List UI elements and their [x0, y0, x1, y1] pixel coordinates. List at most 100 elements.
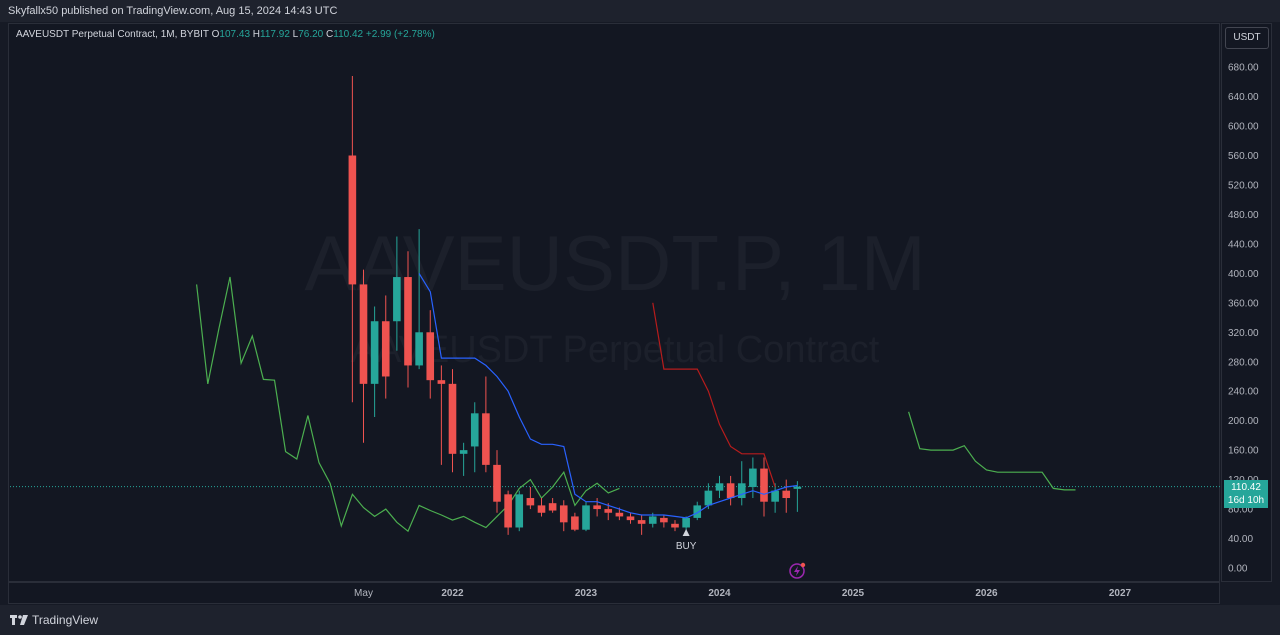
candle-body [526, 498, 535, 506]
candle [682, 516, 690, 532]
y-tick-label: 320.00 [1228, 328, 1259, 339]
candle [559, 500, 568, 532]
candle-body [437, 380, 446, 384]
blue-series-line [418, 273, 798, 519]
candle-body [604, 509, 613, 513]
legend-open: 107.43 [219, 29, 251, 40]
candle-body [693, 505, 702, 518]
y-tick-label: 640.00 [1228, 92, 1259, 103]
legend-symbol: AAVEUSDT Perpetual Contract, 1M, BYBIT [16, 29, 209, 40]
candle-body [537, 505, 546, 513]
candle-body [426, 332, 435, 381]
candle [626, 512, 635, 524]
candle-body [559, 505, 568, 523]
candle [660, 514, 668, 528]
blue-line-layer [418, 273, 798, 519]
y-tick-label: 600.00 [1228, 122, 1259, 133]
candle [426, 310, 435, 399]
y-tick-layer: 0.0040.0080.00120.00160.00200.00240.0028… [1228, 63, 1259, 575]
y-tick-label: 80.00 [1228, 505, 1253, 516]
chart-pane[interactable] [8, 23, 1220, 582]
candle-body [370, 321, 379, 384]
candle-body [615, 512, 624, 517]
candle [381, 295, 390, 399]
candle-layer [348, 75, 802, 535]
candle [760, 457, 768, 517]
brand-name: TradingView [32, 613, 99, 627]
candle-body [448, 383, 457, 454]
candle-body [504, 494, 512, 528]
y-tick-label: 160.00 [1228, 446, 1259, 457]
candle-body [459, 450, 468, 454]
tradingview-logo[interactable]: TradingView [10, 613, 98, 627]
candle-body [771, 490, 779, 502]
x-tick-label: 2022 [441, 588, 464, 599]
candle [459, 442, 468, 476]
candle [782, 479, 791, 513]
tradingview-logo-icon [10, 615, 28, 625]
candle-body [404, 277, 412, 366]
y-tick-label: 480.00 [1228, 210, 1259, 221]
y-tick-label: 280.00 [1228, 357, 1259, 368]
candle-body [515, 494, 524, 528]
legend-high: 117.92 [260, 29, 290, 40]
candle-body [648, 516, 657, 524]
green-line-layer [196, 276, 1076, 533]
candle-body [381, 321, 390, 377]
watermark-name: AAVEUSDT Perpetual Contract [351, 329, 880, 371]
x-tick-label: 2025 [842, 588, 865, 599]
candle [671, 520, 679, 532]
x-tick-label: 2024 [708, 588, 731, 599]
candle [470, 402, 479, 473]
candle-body [737, 483, 746, 499]
candle-body [704, 490, 713, 506]
lightning-icon[interactable] [789, 562, 806, 579]
y-tick-label: 400.00 [1228, 269, 1259, 280]
candle-body [660, 517, 668, 523]
candle-body [782, 490, 791, 499]
candle [393, 236, 401, 351]
candle [504, 490, 512, 535]
legend-low: 76.20 [298, 29, 324, 40]
candle-body [359, 284, 368, 384]
candle [515, 490, 524, 532]
published-text: Skyfallx50 published on TradingView.com,… [8, 5, 338, 17]
candle-body [571, 516, 579, 530]
candle [370, 306, 379, 417]
candle-body [415, 332, 423, 366]
candle-body [637, 520, 646, 524]
legend-open-label: O [211, 29, 220, 40]
last-price-label: 110.42 16d 10h [1224, 480, 1268, 508]
published-bar: Skyfallx50 published on TradingView.com,… [0, 0, 1280, 22]
candle-body [470, 413, 479, 447]
candle-body [760, 468, 768, 502]
red-series-line [652, 302, 776, 488]
y-tick-label: 560.00 [1228, 151, 1259, 162]
candle [737, 461, 746, 506]
candle [348, 75, 357, 403]
candle [526, 486, 535, 510]
bar-countdown: 16d 10h [1227, 495, 1265, 506]
candle-body [749, 468, 757, 487]
buy-signal-arrow [682, 529, 690, 536]
footer-bar: TradingView [0, 605, 1280, 635]
x-tick-label: 2023 [575, 588, 598, 599]
candle-body [726, 483, 735, 499]
candle [593, 498, 601, 517]
y-tick-label: 40.00 [1228, 534, 1253, 545]
last-price-value: 110.42 [1231, 482, 1261, 493]
time-axis[interactable] [8, 582, 1220, 604]
legend: AAVEUSDT Perpetual Contract, 1M, BYBIT O… [16, 29, 435, 40]
candle [715, 475, 724, 499]
candle [404, 251, 412, 388]
y-tick-label: 360.00 [1228, 298, 1259, 309]
candle-body [593, 505, 601, 510]
candle [359, 269, 368, 443]
candle [693, 501, 702, 521]
x-tick-label: May [354, 588, 373, 599]
currency-button[interactable]: USDT [1225, 27, 1269, 49]
candle [771, 483, 779, 513]
candle-body [482, 413, 490, 465]
y-tick-label: 520.00 [1228, 180, 1259, 191]
candle-body [626, 516, 635, 521]
